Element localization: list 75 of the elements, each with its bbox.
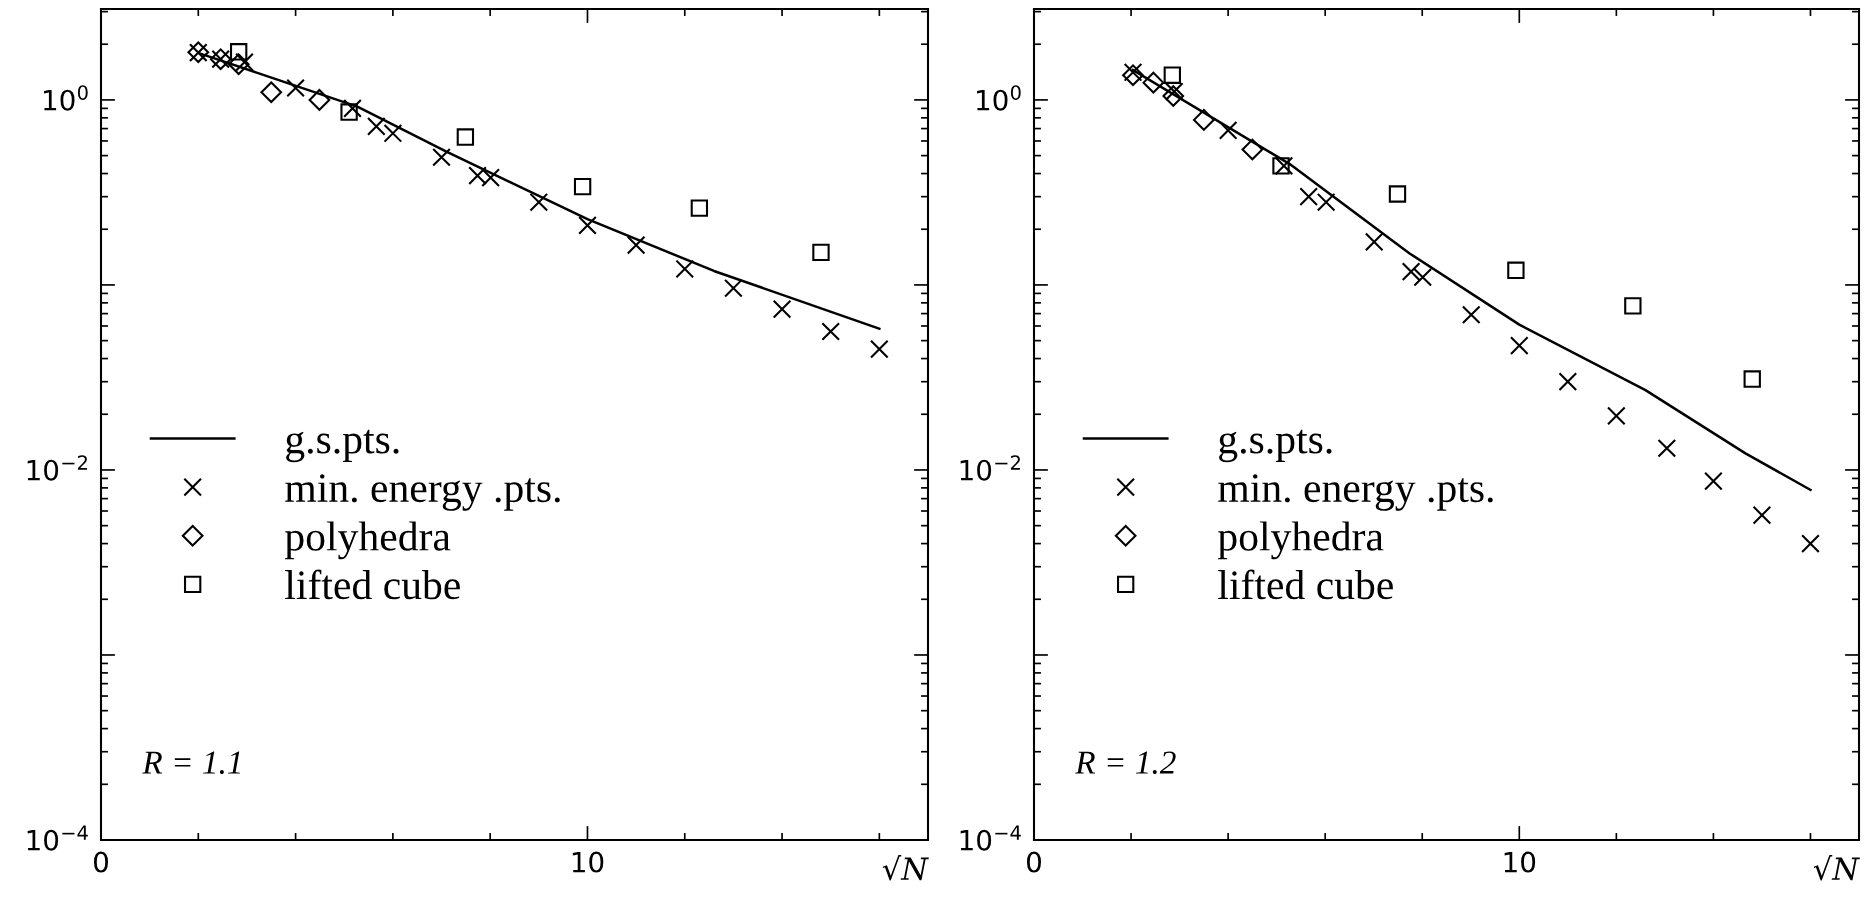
point xyxy=(340,103,358,121)
annotation: R = 1.2 xyxy=(1075,751,1176,774)
point xyxy=(626,235,646,255)
point xyxy=(260,81,283,104)
point xyxy=(227,53,250,76)
point xyxy=(1122,64,1144,87)
point xyxy=(772,299,792,319)
legend-label: lifted cube xyxy=(1218,569,1393,600)
point xyxy=(1413,267,1433,287)
point xyxy=(1192,109,1215,131)
legend-label: g.s.pts. xyxy=(1219,429,1332,463)
point xyxy=(1743,370,1761,388)
y-tick-label: 10$^{−4}$ xyxy=(960,825,1021,851)
point xyxy=(1388,185,1407,203)
point xyxy=(235,52,254,72)
point xyxy=(1123,62,1143,82)
point xyxy=(343,99,362,118)
point xyxy=(1142,71,1165,94)
x-axis-title: √N xyxy=(1813,855,1860,881)
point xyxy=(1218,120,1238,140)
legend-label: min. energy .pts. xyxy=(1218,474,1493,511)
annotation: R = 1.1 xyxy=(142,751,240,774)
legend-label: polyhedra xyxy=(1218,521,1384,560)
x-tick-label: 0 xyxy=(93,851,108,873)
point xyxy=(1401,262,1421,282)
point xyxy=(1299,187,1319,207)
x-tick-label: 10 xyxy=(1504,851,1536,873)
point xyxy=(308,89,331,111)
point xyxy=(821,322,841,341)
legend-label: g.s.pts. xyxy=(286,429,399,463)
point xyxy=(1274,156,1294,176)
point xyxy=(1606,406,1626,426)
point xyxy=(1162,85,1185,107)
point xyxy=(1272,157,1290,175)
point xyxy=(432,147,451,167)
x-tick-label: 0 xyxy=(1026,851,1041,873)
point xyxy=(229,43,248,61)
legend-label: min. energy .pts. xyxy=(285,474,560,511)
point xyxy=(1558,372,1578,392)
point xyxy=(1801,534,1820,553)
y-tick-label: 10$^{−2}$ xyxy=(960,455,1020,481)
point xyxy=(383,123,403,143)
point xyxy=(1241,138,1264,161)
y-tick-label: 10$^{−4}$ xyxy=(27,825,88,851)
point xyxy=(724,278,743,298)
point xyxy=(690,199,709,217)
point xyxy=(366,116,386,136)
x-tick-label: 10 xyxy=(572,851,604,873)
point xyxy=(1752,505,1772,525)
point xyxy=(812,243,830,262)
point xyxy=(1316,192,1336,212)
point xyxy=(1509,336,1529,355)
point xyxy=(1704,471,1723,491)
legend-label: polyhedra xyxy=(285,521,451,560)
point xyxy=(1364,232,1384,252)
point xyxy=(675,259,695,279)
point xyxy=(573,177,592,196)
point xyxy=(1624,297,1642,315)
point xyxy=(456,128,475,146)
point xyxy=(1164,82,1184,101)
y-tick-label: 10$^{0}$ xyxy=(44,85,88,111)
point xyxy=(286,78,305,98)
point xyxy=(869,339,889,359)
point xyxy=(468,166,487,185)
point xyxy=(1507,261,1525,279)
x-axis-title: √N xyxy=(882,855,929,881)
point xyxy=(1461,305,1481,325)
y-tick-label: 10$^{−2}$ xyxy=(27,455,87,481)
legend-label: lifted cube xyxy=(285,569,460,600)
point xyxy=(1163,66,1181,84)
point xyxy=(481,168,501,188)
point xyxy=(1657,438,1677,458)
y-tick-label: 10$^{0}$ xyxy=(977,85,1021,111)
point xyxy=(578,215,597,235)
point xyxy=(529,192,549,212)
